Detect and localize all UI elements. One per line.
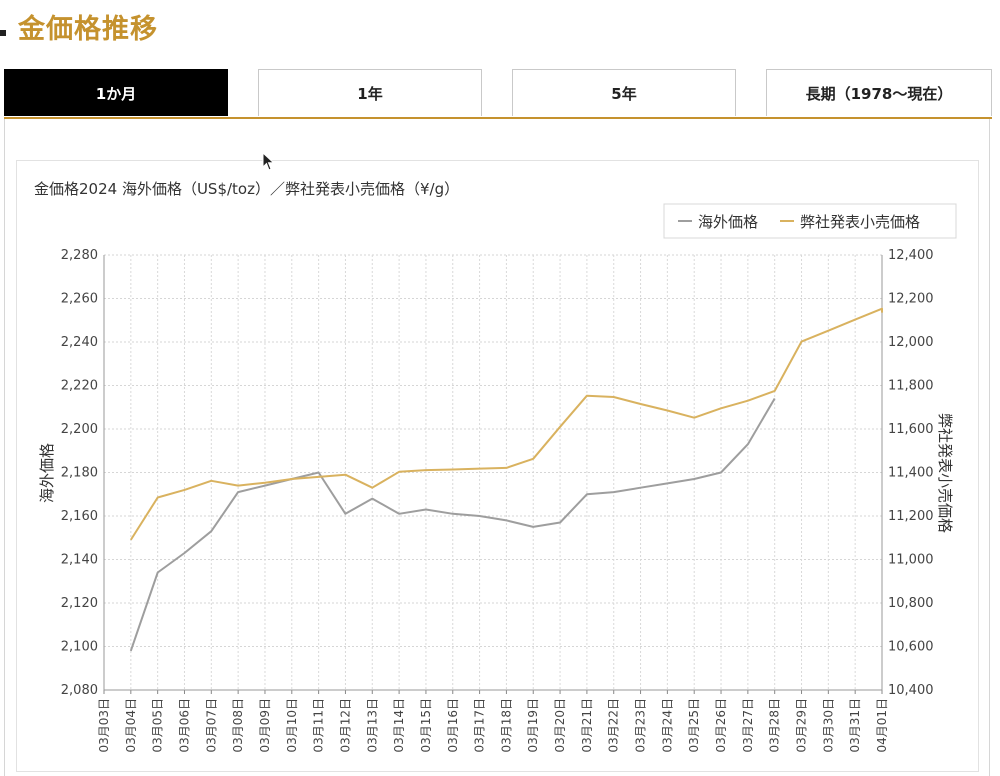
y-right-tick-label: 11,000 [888, 553, 934, 568]
y-right-tick-label: 10,800 [888, 596, 934, 611]
x-tick-label: 03月10日 [285, 698, 299, 753]
y-left-tick-label: 2,140 [61, 553, 98, 568]
x-tick-label: 03月16日 [446, 698, 460, 753]
x-tick-label: 03月24日 [660, 698, 674, 753]
x-tick-label: 03月17日 [473, 698, 487, 753]
x-tick-label: 03月28日 [768, 698, 782, 753]
y-right-tick-label: 11,600 [888, 422, 934, 437]
y-left-tick-label: 2,100 [61, 640, 98, 655]
page-heading: 金価格推移 [0, 6, 158, 46]
x-tick-label: 03月12日 [338, 698, 352, 753]
x-tick-label: 03月15日 [419, 698, 433, 753]
y-left-tick-label: 2,280 [61, 248, 98, 263]
y-left-tick-label: 2,160 [61, 509, 98, 524]
chart-lines [129, 307, 883, 652]
x-tick-label: 03月13日 [365, 698, 379, 753]
legend-box [663, 203, 957, 239]
x-tick-label: 03月14日 [392, 698, 406, 753]
page-title: 金価格推移 [18, 13, 158, 45]
x-tick-label: 03月21日 [580, 698, 594, 753]
x-tick-label: 04月01日 [875, 698, 889, 753]
y-right-tick-label: 12,000 [888, 335, 934, 350]
y-left-tick-label: 2,120 [61, 596, 98, 611]
x-tick-label: 03月25日 [687, 698, 701, 753]
tab-1-month[interactable]: 1か月 [4, 69, 228, 116]
y-left-tick-label: 2,200 [61, 422, 98, 437]
x-tick-label: 03月29日 [795, 698, 809, 753]
y-right-tick-label: 11,800 [888, 379, 934, 394]
tab-long-term[interactable]: 長期（1978〜現在） [766, 69, 992, 116]
tabs-underline [4, 117, 992, 119]
y-left-tick-label: 2,240 [61, 335, 98, 350]
x-tick-label: 03月19日 [526, 698, 540, 753]
y-right-tick-label: 10,600 [888, 640, 934, 655]
y-left-tick-label: 2,180 [61, 466, 98, 481]
x-tick-label: 03月11日 [312, 698, 326, 753]
chart-panel [4, 119, 990, 776]
x-tick-label: 03月07日 [204, 698, 218, 753]
chart-card [16, 160, 979, 772]
y-left-tick-label: 2,220 [61, 379, 98, 394]
x-tick-label: 03月05日 [151, 698, 165, 753]
mouse-pointer-icon [262, 152, 275, 171]
y-right-tick-label: 11,200 [888, 509, 934, 524]
x-tick-label: 03月09日 [258, 698, 272, 753]
chart-legend[interactable]: 海外価格 弊社発表小売価格 [663, 203, 957, 239]
chart-grid [103, 254, 883, 691]
x-tick-label: 03月18日 [499, 698, 513, 753]
y-axis-left-label: 海外価格 [38, 443, 56, 503]
x-tick-label: 03月31日 [848, 698, 862, 753]
x-tick-label: 03月26日 [714, 698, 728, 753]
x-tick-label: 03月22日 [607, 698, 621, 753]
tab-1-year[interactable]: 1年 [258, 69, 482, 116]
x-tick-label: 03月27日 [741, 698, 755, 753]
y-right-tick-label: 10,400 [888, 683, 934, 698]
y-left-tick-label: 2,080 [61, 683, 98, 698]
x-tick-label: 03月23日 [634, 698, 648, 753]
x-tick-label: 03月06日 [177, 698, 191, 753]
y-left-tick-label: 2,260 [61, 292, 98, 307]
period-tabs: 1か月 1年 5年 長期（1978〜現在） [4, 69, 992, 117]
x-tick-label: 03月04日 [124, 698, 138, 753]
series-line-overseas [129, 397, 776, 652]
tab-5-years[interactable]: 5年 [512, 69, 736, 116]
heading-marker [0, 30, 6, 36]
chart-title: 金価格2024 海外価格（US$/toz）／弊社発表小売価格（¥/g） [34, 180, 459, 198]
y-axis-right-label: 弊社発表小売価格 [936, 413, 954, 533]
chart-axes: 2,080 10,400 2,100 10,600 2,120 10,800 2,140 11… [61, 248, 934, 753]
x-tick-label: 03月30日 [821, 698, 835, 753]
x-tick-label: 03月20日 [553, 698, 567, 753]
x-tick-label: 03月03日 [97, 698, 111, 753]
legend-retail-label[interactable]: 弊社発表小売価格 [800, 213, 920, 231]
y-right-tick-label: 12,400 [888, 248, 934, 263]
legend-overseas-label[interactable]: 海外価格 [698, 213, 758, 231]
series-line-retail [129, 307, 883, 541]
y-right-tick-label: 11,400 [888, 466, 934, 481]
x-tick-label: 03月08日 [231, 698, 245, 753]
y-right-tick-label: 12,200 [888, 292, 934, 307]
